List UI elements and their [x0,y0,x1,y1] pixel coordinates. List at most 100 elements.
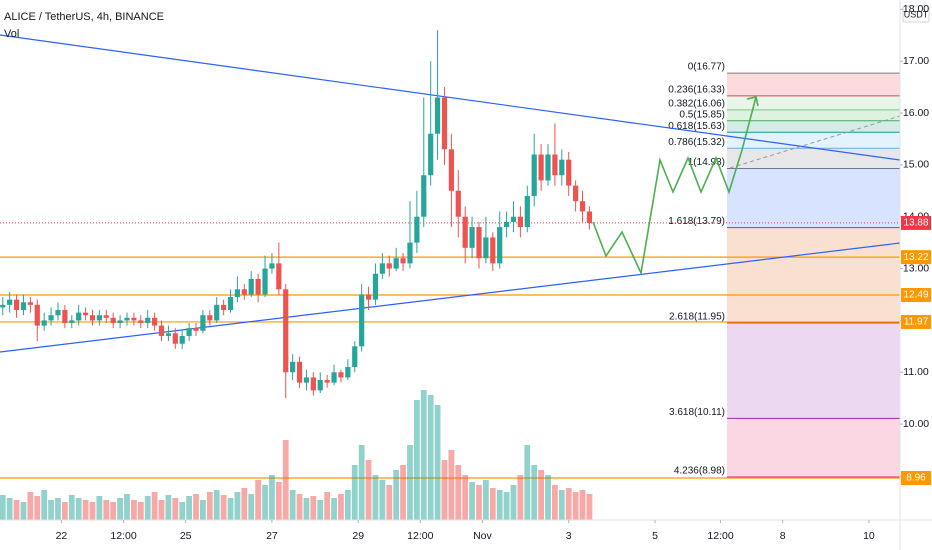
volume-bar [144,496,151,520]
candle-body [365,294,372,300]
volume-bar [151,492,158,520]
volume-bar [372,475,379,520]
fib-label: 2.618(11.95) [669,312,725,323]
candle-body [0,304,6,308]
price-axis-bg [900,0,932,550]
candle-body [310,377,316,391]
volume-bar [338,494,344,520]
x-tick-label: 12:00 [110,530,136,542]
volume-bar [413,400,420,520]
candle-body [103,315,109,318]
volume-bar [344,490,351,520]
volume-bar [579,490,586,520]
x-tick-label: 12:00 [407,530,433,542]
x-tick-label: 12:00 [707,530,733,542]
candle-body [400,258,406,264]
candle-body [7,299,13,305]
volume-label: Vol [4,28,19,40]
volume-bar [434,405,441,520]
volume-bar [262,485,268,520]
candle-body [193,328,199,331]
volume-bar [165,495,172,520]
candle-layer [0,30,593,399]
candle-body [131,317,137,321]
candle-body [262,268,268,295]
volume-bar [193,494,199,520]
volume-bar [82,500,89,520]
volume-bar [255,480,262,520]
volume-bar [186,496,193,520]
candle-body [579,201,586,212]
price-badge-label: 13.88 [903,218,928,229]
candle-body [407,242,413,264]
volume-bar [248,494,255,520]
currency-box [902,5,930,23]
candle-body [13,299,20,311]
volume-bar [6,498,13,520]
volume-bar [317,500,324,520]
candle-body [69,320,75,323]
candle-body [434,97,441,134]
volume-bar [61,502,68,520]
volume-bar [20,502,27,520]
volume-bar [365,460,372,520]
candle-body [303,377,310,383]
volume-bar [545,475,551,520]
candle-body [200,315,206,331]
fib-label: 4.236(8.98) [674,466,725,477]
candle-body [214,304,220,321]
volume-bar [206,492,213,520]
candle-body [248,278,254,295]
volume-bar [427,395,434,520]
volume-bar [200,500,206,520]
volume-bar [400,465,406,520]
volume-bar [103,500,110,520]
fib-band [727,120,900,133]
fib-band [727,148,900,169]
candle-body [517,216,523,228]
projection-path [592,96,757,276]
fib-label: 1(14.93) [688,157,725,168]
volume-bar [351,465,358,520]
volume-bar [48,500,54,520]
volume-bar [220,495,227,520]
x-tick-label: 22 [56,530,68,542]
candle-body [96,315,102,321]
volume-bar [558,490,565,520]
candle-body [324,380,330,383]
candle-body [269,263,275,269]
candle-body [179,335,185,344]
candle-body [428,133,434,176]
candle-body [469,227,475,248]
volume-bar [462,475,469,520]
candle-body [55,310,61,316]
x-tick-label: 25 [180,530,192,542]
drawings [0,34,901,353]
candle-body [172,333,178,344]
fib-label: 0(16.77) [688,62,725,73]
trend-line [0,34,901,161]
volume-bar [296,494,303,520]
y-tick-label: 10.00 [903,418,929,430]
candle-body [559,159,565,176]
volume-bar [379,480,386,520]
y-tick-label: 16.00 [903,107,929,119]
volume-bar [117,498,123,520]
time-axis-bg [0,520,900,550]
candle-body [41,320,47,326]
price-badge-label: 13.22 [903,252,928,263]
candle-body [283,289,289,373]
x-tick-label: 3 [566,530,572,542]
y-tick-label: 15.00 [903,159,929,171]
fib-band [727,418,900,477]
fib-label: 3.618(10.11) [669,407,725,418]
candle-body [538,154,544,181]
fib-label: 0.5(15.85) [679,109,725,120]
candle-body [62,310,68,323]
candle-body [82,312,89,316]
fib-label: 0.236(16.33) [668,85,725,96]
candle-body [476,227,482,259]
volume-bar [158,500,165,520]
candle-body [352,346,358,368]
